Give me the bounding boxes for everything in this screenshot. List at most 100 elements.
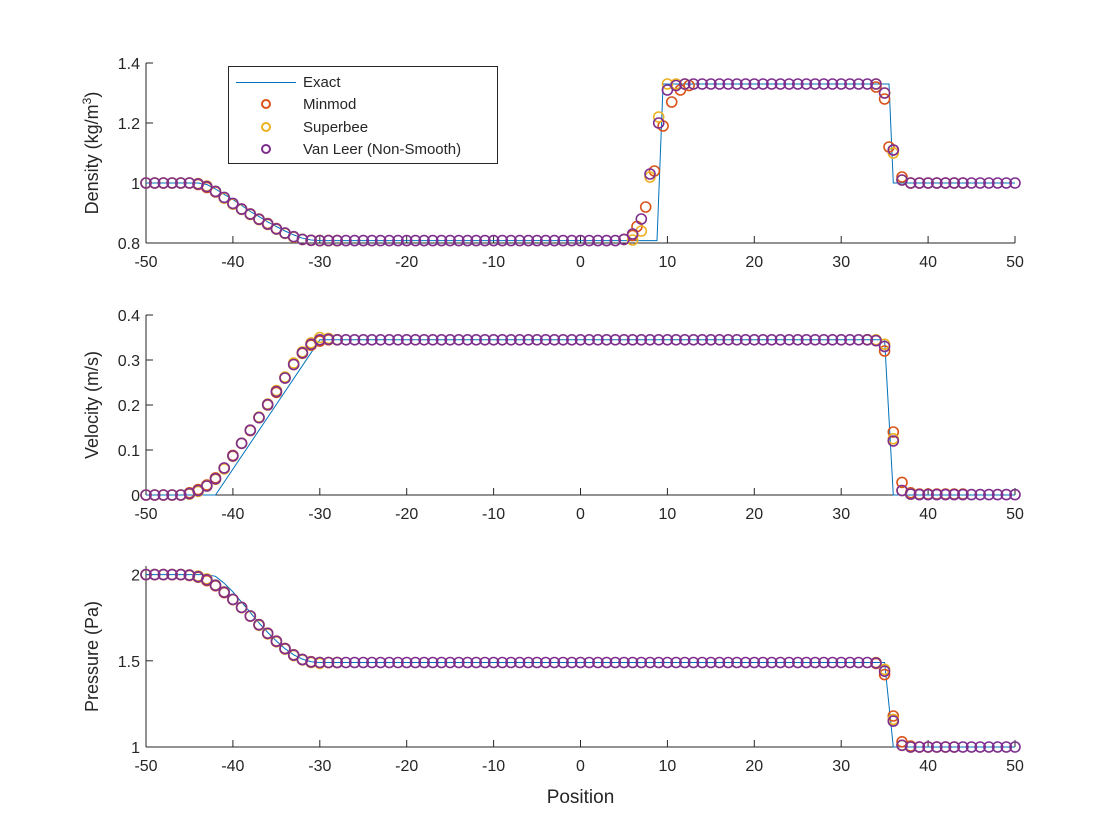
marker-vanleer	[1009, 488, 1021, 501]
marker-vanleer	[548, 656, 561, 669]
marker-vanleer	[522, 656, 535, 669]
marker-vanleer	[201, 180, 213, 193]
marker-vanleer	[331, 656, 344, 669]
marker-vanleer	[887, 144, 900, 156]
marker-vanleer	[322, 656, 335, 669]
marker-vanleer	[844, 78, 856, 90]
marker-vanleer	[487, 333, 500, 346]
marker-vanleer	[939, 177, 952, 189]
legend-marker-minmod	[261, 99, 271, 109]
marker-vanleer	[557, 333, 569, 346]
marker-vanleer	[574, 656, 587, 669]
marker-vanleer	[939, 741, 952, 753]
marker-vanleer	[809, 333, 821, 346]
marker-vanleer	[983, 488, 995, 501]
marker-vanleer	[496, 333, 509, 346]
marker-vanleer	[522, 333, 535, 346]
marker-vanleer	[565, 333, 578, 346]
marker-vanleer	[409, 656, 422, 669]
marker-vanleer	[444, 656, 456, 669]
marker-vanleer	[348, 333, 361, 346]
marker-vanleer	[227, 450, 239, 462]
marker-vanleer	[479, 333, 491, 346]
marker-minmod	[896, 476, 908, 489]
marker-vanleer	[366, 656, 378, 669]
panel-0: -50 -40 -30 -20 -10 0 10 20 30 40 50 0.8 1 1.2 1.4 Dens…	[80, 56, 1024, 271]
marker-vanleer	[218, 191, 230, 204]
marker-vanleer	[444, 333, 456, 346]
marker-vanleer	[635, 656, 648, 669]
y-tick-label: 2	[131, 568, 140, 585]
marker-vanleer	[652, 656, 665, 669]
x-tick-label: -50	[134, 254, 157, 271]
marker-vanleer	[1000, 177, 1013, 189]
marker-minmod	[878, 668, 891, 681]
marker-vanleer	[435, 234, 448, 247]
marker-vanleer	[870, 334, 882, 347]
marker-vanleer	[383, 333, 396, 346]
x-tick-label: -30	[308, 758, 331, 775]
marker-vanleer	[887, 435, 900, 447]
marker-vanleer	[870, 657, 882, 669]
marker-vanleer	[435, 333, 448, 346]
y-axis-label: Velocity (m/s)	[82, 351, 102, 459]
marker-vanleer	[470, 333, 483, 346]
marker-vanleer	[687, 333, 700, 346]
marker-vanleer	[505, 333, 517, 346]
x-tick-label: 30	[832, 758, 850, 775]
x-axis-label: Position	[547, 787, 615, 808]
marker-vanleer	[340, 656, 352, 669]
marker-vanleer	[183, 569, 196, 581]
marker-vanleer	[913, 177, 926, 189]
marker-vanleer	[635, 213, 648, 225]
marker-vanleer	[357, 333, 370, 346]
marker-vanleer	[148, 177, 161, 189]
marker-vanleer	[557, 234, 569, 247]
marker-vanleer	[392, 234, 404, 247]
marker-vanleer	[887, 715, 900, 727]
marker-vanleer	[791, 78, 804, 90]
marker-vanleer	[965, 741, 978, 753]
marker-vanleer	[374, 333, 387, 346]
x-tick-label: 50	[1006, 506, 1024, 523]
marker-vanleer	[235, 437, 248, 450]
marker-vanleer	[817, 333, 830, 346]
marker-vanleer	[678, 78, 691, 90]
marker-vanleer	[227, 593, 239, 606]
x-tick-label: 50	[1006, 254, 1024, 271]
marker-vanleer	[609, 656, 622, 669]
marker-vanleer	[218, 462, 230, 474]
marker-vanleer	[748, 656, 761, 669]
x-tick-label: 30	[832, 254, 850, 271]
marker-vanleer	[757, 78, 769, 90]
marker-vanleer	[235, 203, 248, 215]
legend-entry-exact: Exact	[229, 71, 497, 93]
marker-vanleer	[748, 78, 761, 90]
marker-vanleer	[861, 656, 874, 669]
marker-vanleer	[148, 568, 161, 581]
y-tick-label: 1	[131, 176, 140, 193]
marker-vanleer	[383, 234, 396, 247]
marker-vanleer	[904, 177, 917, 189]
marker-vanleer	[261, 398, 274, 411]
marker-vanleer	[452, 656, 465, 669]
marker-vanleer	[696, 78, 709, 90]
marker-vanleer	[400, 234, 413, 247]
marker-vanleer	[722, 656, 735, 669]
marker-vanleer	[913, 488, 926, 501]
marker-vanleer	[661, 333, 674, 346]
marker-minmod	[878, 93, 891, 105]
marker-vanleer	[904, 488, 917, 500]
marker-vanleer	[626, 656, 639, 669]
marker-vanleer	[513, 333, 526, 346]
marker-vanleer	[157, 177, 170, 189]
marker-vanleer	[426, 234, 439, 247]
marker-vanleer	[618, 656, 630, 669]
marker-vanleer	[1000, 741, 1013, 753]
marker-vanleer	[783, 333, 795, 346]
marker-vanleer	[357, 234, 370, 247]
marker-vanleer	[800, 78, 813, 90]
marker-vanleer	[661, 84, 674, 96]
marker-vanleer	[592, 656, 604, 669]
x-tick-label: -10	[482, 254, 505, 271]
